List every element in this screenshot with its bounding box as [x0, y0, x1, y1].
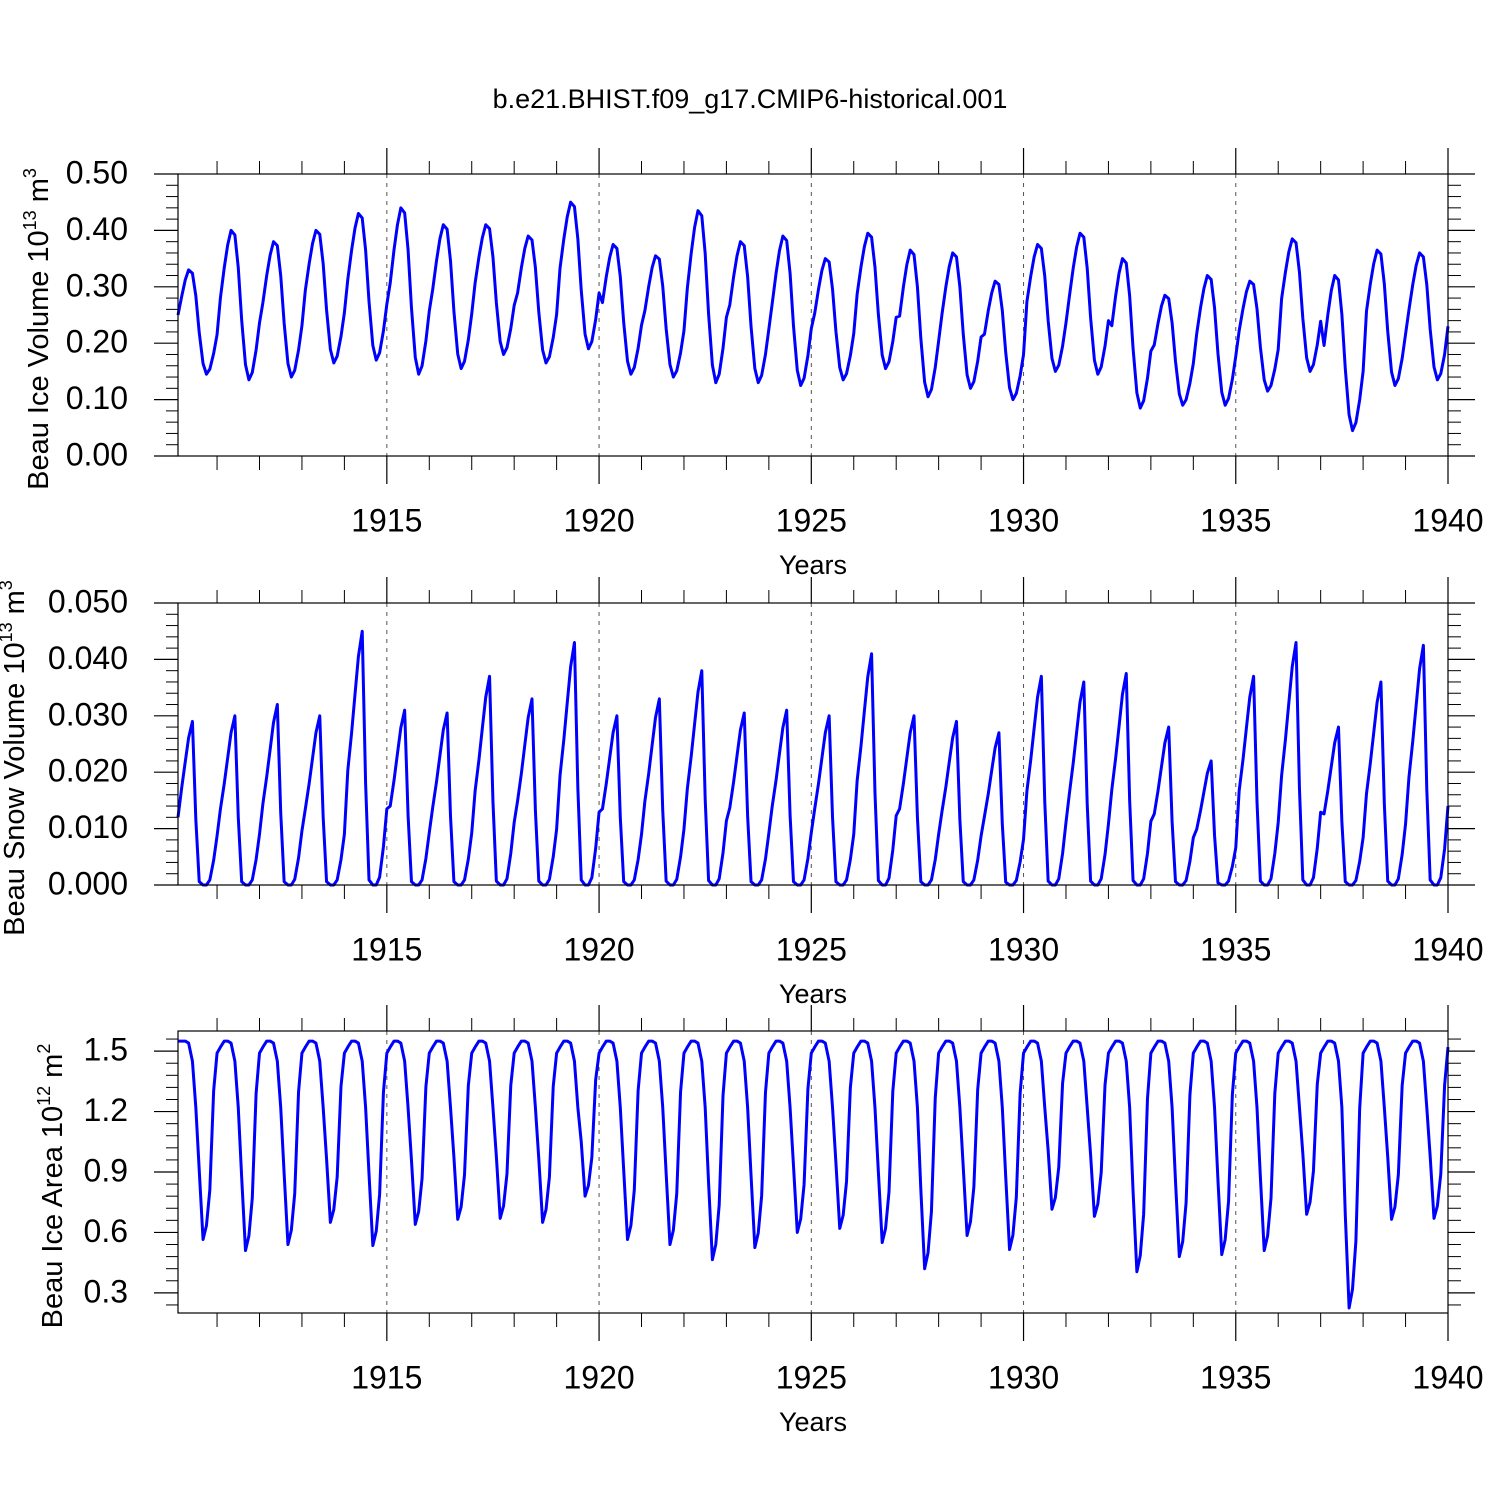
- y-axis-label: Beau Ice Area 1012 m2: [34, 1044, 69, 1329]
- y-tick-label: 0.000: [48, 865, 128, 901]
- x-tick-label: 1915: [351, 1359, 422, 1395]
- x-tick-label: 1935: [1200, 502, 1271, 538]
- y-tick-label: 0.20: [66, 324, 128, 360]
- y-axis-label-exponent: 13: [0, 622, 16, 642]
- x-tick-label: 1925: [776, 502, 847, 538]
- y-tick-label: 0.010: [48, 809, 128, 845]
- x-tick-label: 1920: [563, 931, 634, 967]
- x-axis-label: Years: [779, 979, 847, 1009]
- x-tick-label: 1915: [351, 931, 422, 967]
- plot-frame: [177, 602, 1449, 886]
- y-axis-label: Beau Ice Volume 1013 m3: [20, 168, 55, 490]
- y-tick-label: 0.050: [48, 583, 128, 619]
- y-axis-label: Beau Snow Volume 1013 m3: [0, 580, 31, 936]
- y-tick-label: 0.10: [66, 380, 128, 416]
- y-tick-label: 0.9: [84, 1152, 128, 1188]
- x-tick-label: 1930: [988, 1359, 1059, 1395]
- x-axis-label: Years: [779, 550, 847, 580]
- y-tick-label: 1.2: [84, 1092, 128, 1128]
- data-line: [176, 629, 1450, 887]
- y-tick-label: 0.030: [48, 696, 128, 732]
- y-tick-label: 0.040: [48, 640, 128, 676]
- y-axis-label-exponent: 3: [20, 168, 40, 178]
- figure-title: b.e21.BHIST.f09_g17.CMIP6-historical.001: [493, 84, 1008, 114]
- data-line: [176, 200, 1450, 433]
- y-axis-label-part: m: [0, 590, 31, 614]
- y-tick-label: 0.3: [84, 1273, 128, 1309]
- y-tick-label: 1.5: [84, 1032, 128, 1068]
- x-tick-label: 1935: [1200, 931, 1271, 967]
- y-axis-label-part: m: [23, 178, 55, 202]
- x-tick-label: 1940: [1412, 1359, 1483, 1395]
- y-tick-label: 0.00: [66, 436, 128, 472]
- y-axis-label-exponent: 12: [34, 1086, 54, 1106]
- x-tick-label: 1940: [1412, 502, 1483, 538]
- x-tick-label: 1925: [776, 931, 847, 967]
- y-tick-label: 0.50: [66, 154, 128, 190]
- data-line: [178, 1039, 1450, 1310]
- y-axis-label-exponent: 3: [0, 580, 16, 590]
- y-tick-label: 0.020: [48, 753, 128, 789]
- x-tick-label: 1930: [988, 502, 1059, 538]
- x-axis-label: Years: [779, 1407, 847, 1437]
- x-tick-label: 1925: [776, 1359, 847, 1395]
- x-tick-label: 1935: [1200, 1359, 1271, 1395]
- x-tick-label: 1920: [563, 502, 634, 538]
- y-tick-label: 0.6: [84, 1213, 128, 1249]
- x-tick-label: 1940: [1412, 931, 1483, 967]
- x-tick-label: 1915: [351, 502, 422, 538]
- y-axis-label-part: m: [37, 1054, 69, 1078]
- y-axis-label-part: Beau Snow Volume 10: [0, 642, 31, 935]
- x-tick-label: 1920: [563, 1359, 634, 1395]
- y-axis-label-part: Beau Ice Volume 10: [23, 230, 55, 490]
- y-axis-label-exponent: 13: [20, 210, 40, 230]
- y-tick-label: 0.40: [66, 211, 128, 247]
- plot-frame: [177, 173, 1449, 457]
- y-axis-label-part: Beau Ice Area 10: [37, 1106, 69, 1329]
- x-tick-label: 1930: [988, 931, 1059, 967]
- y-axis-label-exponent: 2: [34, 1044, 54, 1054]
- y-tick-label: 0.30: [66, 267, 128, 303]
